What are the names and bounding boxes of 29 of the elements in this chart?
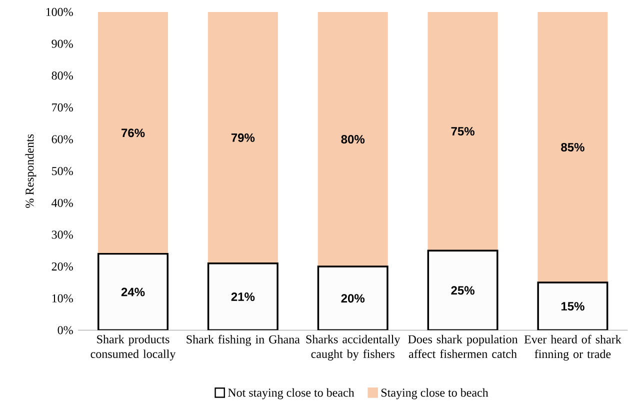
x-tick-label: Ever heard of shark finning or trade	[524, 334, 622, 360]
y-tick-label: 20%	[52, 262, 73, 271]
data-label: 21%	[231, 292, 255, 301]
x-tick-label: Does shark population affect fishermen catch	[408, 334, 518, 358]
y-axis-title: % Respondents	[25, 134, 36, 208]
data-label: 75%	[451, 126, 474, 136]
y-tick-label: 100%	[46, 8, 73, 16]
y-tick-label: 40%	[52, 198, 73, 207]
x-tick-label: Shark fishing in Ghana	[186, 334, 300, 346]
data-label: 80%	[341, 134, 365, 144]
y-tick-label: 70%	[52, 103, 73, 112]
legend-label: Staying close to beach	[381, 388, 488, 400]
y-tick-label: 80%	[52, 71, 73, 80]
x-tick-label: Sharks accidentally caught by fishers	[306, 334, 400, 360]
data-label: 85%	[561, 142, 584, 152]
data-label: 15%	[561, 302, 584, 310]
y-tick-label: 0%	[58, 326, 73, 334]
data-label: 24%	[121, 288, 145, 296]
y-tick-label: 90%	[52, 40, 73, 48]
y-tick-label: 10%	[52, 294, 73, 302]
data-label: 76%	[122, 128, 145, 138]
x-tick-label: Shark products consumed locally	[90, 334, 176, 360]
data-label: 79%	[231, 133, 255, 142]
y-tick-label: 50%	[52, 166, 73, 176]
data-label: 20%	[341, 294, 365, 303]
legend-label: Not staying close to beach	[228, 388, 354, 400]
y-tick-label: 60%	[52, 135, 73, 144]
data-label: 25%	[451, 286, 474, 295]
y-tick-label: 30%	[52, 230, 73, 239]
